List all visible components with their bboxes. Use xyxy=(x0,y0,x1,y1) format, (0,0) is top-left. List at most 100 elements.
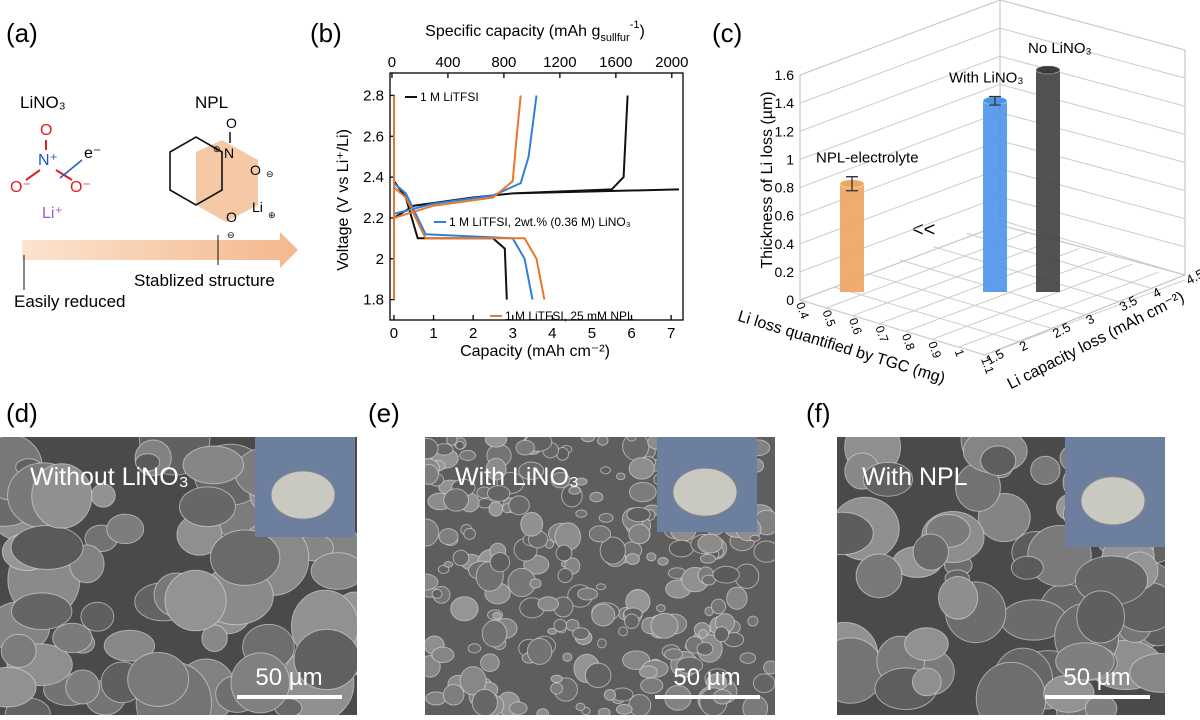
grain xyxy=(527,638,551,664)
atom: O⁻ xyxy=(10,179,31,196)
voltage-chart: Capacity (mAh cm⁻²) Voltage (V vs Li⁺/Li… xyxy=(335,19,688,360)
grid-line xyxy=(800,225,1000,300)
grain xyxy=(913,534,948,570)
grain xyxy=(311,553,364,590)
grain xyxy=(589,526,610,542)
grain xyxy=(444,562,453,568)
grain xyxy=(447,434,457,445)
x-tick-label: 0.9 xyxy=(925,340,944,361)
grain xyxy=(509,496,529,515)
arrow xyxy=(60,160,82,178)
grain xyxy=(128,653,189,707)
grain xyxy=(627,434,636,441)
grain xyxy=(11,525,83,569)
grain xyxy=(626,554,640,565)
atom: O xyxy=(40,122,52,139)
y-tick-label: 4 xyxy=(1150,284,1163,301)
grid-line xyxy=(1000,220,1185,275)
label-part: Specific capacity (mAh g xyxy=(425,23,600,40)
grain xyxy=(453,550,469,565)
z-tick-label: 0.2 xyxy=(775,264,795,280)
x-tick-label: 7 xyxy=(667,325,675,342)
y-tick-label: 2.4 xyxy=(363,169,384,186)
grain xyxy=(754,541,779,562)
x2-tick-label: 2000 xyxy=(655,54,688,71)
legend-label: 1 M LiTFSI xyxy=(420,90,479,104)
x-tick-label: 3 xyxy=(509,325,517,342)
grain xyxy=(727,587,747,609)
x-tick-label: 0.6 xyxy=(846,316,865,337)
grain xyxy=(443,685,464,705)
grain xyxy=(856,554,902,598)
grain xyxy=(713,566,739,583)
grain xyxy=(714,627,728,642)
grain xyxy=(629,458,654,479)
caption: Easily reduced xyxy=(14,292,126,311)
grain xyxy=(1130,654,1193,693)
x-tick-label: 0.8 xyxy=(899,332,918,353)
z-tick-label: 1.4 xyxy=(775,95,795,111)
grid-line xyxy=(800,28,1185,103)
x-tick-label: 0.7 xyxy=(872,324,891,345)
z-tick-label: 0.8 xyxy=(775,180,795,196)
grain xyxy=(647,553,656,561)
y-tick-label: 2 xyxy=(376,251,384,268)
inset-disc xyxy=(271,471,335,519)
grain xyxy=(490,553,509,572)
x2-tick-label: 1600 xyxy=(599,54,632,71)
grain xyxy=(432,647,454,662)
grain xyxy=(616,473,625,480)
grain xyxy=(1011,556,1043,579)
grain xyxy=(439,529,458,545)
grain xyxy=(472,689,497,715)
grain xyxy=(1077,591,1125,643)
grain xyxy=(750,535,760,541)
legend-label: 1 M LiTFSI, 25 mM NPL xyxy=(505,309,634,323)
panel-label: (e) xyxy=(368,398,400,428)
charge: ⊕ xyxy=(213,144,221,154)
grain xyxy=(698,534,723,553)
grain xyxy=(489,502,503,516)
x2-axis-label: Specific capacity (mAh gsullfur-1) xyxy=(425,19,645,44)
grain xyxy=(740,653,755,664)
grain xyxy=(419,465,438,485)
bar3d-chart: Thickness of Li loss (µm) Li loss quanti… xyxy=(736,0,1200,393)
grain xyxy=(590,492,603,502)
grain xyxy=(624,614,639,629)
grain xyxy=(596,584,605,590)
grid-line xyxy=(800,0,1185,75)
x-axis-label: Capacity (mAh cm⁻²) xyxy=(460,343,610,360)
scale-bar-label: 50 µm xyxy=(255,664,322,691)
grain xyxy=(764,661,778,674)
grain xyxy=(938,576,977,619)
y-axis-label: Li capacity loss (mAh cm⁻²) xyxy=(1005,289,1187,393)
grain xyxy=(597,436,608,445)
grain xyxy=(551,683,563,694)
series-line xyxy=(394,96,537,300)
z-tick-label: 1.6 xyxy=(775,67,795,83)
grain xyxy=(412,574,438,590)
scale-bar-label: 50 µm xyxy=(673,664,740,691)
bar-label: No LiNO₃ xyxy=(1028,40,1092,57)
grain xyxy=(432,589,442,598)
grain xyxy=(81,602,114,631)
grain xyxy=(981,446,1016,475)
panel-label: (d) xyxy=(6,398,38,428)
x-tick-label: 1 xyxy=(429,325,437,342)
grain xyxy=(817,638,883,703)
figure: (a) (b) (c) (d) (e) (f) LiNO₃ NPL O N⁺ O… xyxy=(0,0,1200,715)
grain xyxy=(576,703,585,710)
x2-tick-label: 400 xyxy=(435,54,460,71)
charge: ⊖ xyxy=(227,230,235,240)
scheme: LiNO₃ NPL O N⁺ O⁻ O⁻ e⁻ Li⁺ O N O O Li ⊕… xyxy=(10,93,298,311)
x-tick-label: 4 xyxy=(548,325,556,342)
y-tick-label: 4.5 xyxy=(1183,266,1200,288)
x-tick-label: 6 xyxy=(627,325,635,342)
grain xyxy=(699,630,707,639)
y-tick-label: 2.6 xyxy=(363,128,384,145)
grain xyxy=(597,639,606,648)
grain xyxy=(573,628,590,640)
grain xyxy=(165,570,226,630)
grain xyxy=(451,597,478,621)
z-tick-label: 0.4 xyxy=(775,236,795,252)
